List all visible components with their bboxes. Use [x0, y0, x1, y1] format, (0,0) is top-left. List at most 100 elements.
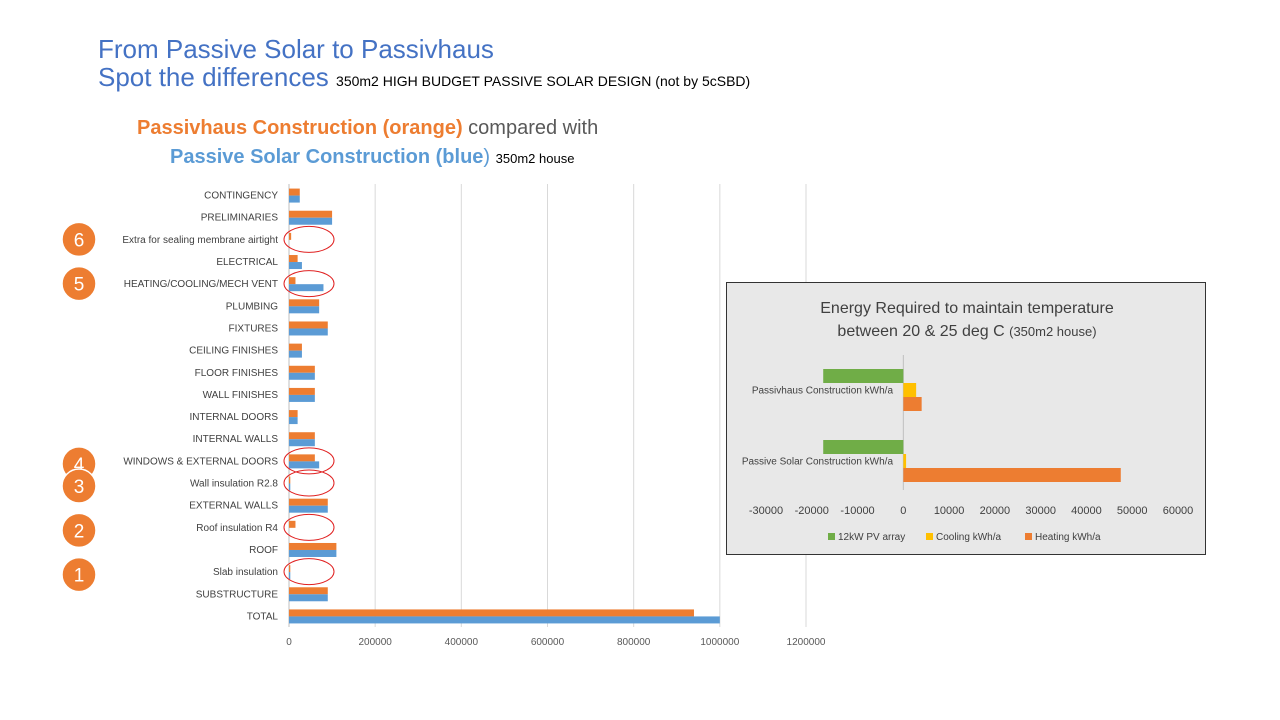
- category-label-total: TOTAL: [247, 611, 279, 622]
- energy-x-tick-label: -10000: [840, 505, 874, 517]
- page-title-line2: Spot the differences 350m2 HIGH BUDGET P…: [98, 62, 750, 96]
- energy-category-label-passivhaus-construction-kwh-a: Passivhaus Construction kWh/a: [752, 386, 894, 397]
- passivhaus-bar-fixtures: [289, 321, 328, 329]
- marker-number: 6: [74, 230, 85, 251]
- marker-number: 4: [74, 455, 85, 476]
- category-label-electrical: ELECTRICAL: [216, 257, 278, 268]
- passivhaus-bar-electrical: [289, 255, 298, 263]
- passivhaus-bar-floor-finishes: [289, 365, 315, 373]
- passivhaus-bar-slab-insulation: [289, 565, 291, 573]
- energy-comparison-chart: Energy Required to maintain temperature b…: [742, 300, 1194, 543]
- passive-solar-bar-preliminaries: [289, 217, 333, 225]
- passivhaus-bar-contingency: [289, 188, 300, 196]
- page-title: From Passive Solar to Passivhaus: [98, 34, 494, 64]
- energy-bar-12kw-pv-array-1: [823, 440, 904, 454]
- category-label-preliminaries: PRELIMINARIES: [201, 213, 279, 224]
- passive-solar-bar-roof: [289, 549, 337, 557]
- passive-solar-bar-floor-finishes: [289, 372, 315, 380]
- category-label-contingency: CONTINGENCY: [204, 191, 278, 202]
- passive-solar-bar-internal-walls: [289, 439, 315, 447]
- passivhaus-bar-wall-insulation-r2-8: [289, 476, 291, 484]
- x-tick-label: 0: [286, 637, 292, 648]
- x-tick-label: 200000: [358, 637, 392, 648]
- closing-paren: ): [483, 146, 491, 168]
- category-label-roof: ROOF: [249, 545, 278, 556]
- passive-solar-bar-windows-external-doors: [289, 461, 320, 469]
- energy-x-tick-label: 10000: [934, 505, 965, 517]
- marker-badge: [61, 265, 97, 302]
- legend-label-12kw-pv-array: 12kW PV array: [838, 532, 905, 543]
- category-label-ceiling-finishes: CEILING FINISHES: [189, 346, 278, 357]
- passive-solar-bar-fixtures: [289, 328, 328, 336]
- category-label-wall-finishes: WALL FINISHES: [203, 390, 279, 401]
- energy-category-label-passive-solar-construction-kwh-a: Passive Solar Construction kWh/a: [742, 457, 894, 468]
- passive-solar-bar-contingency: [289, 195, 300, 203]
- passive-solar-bar-total: [289, 616, 720, 624]
- passive-solar-bar-wall-insulation-r2-8: [289, 483, 291, 491]
- passive-solar-label: Passive Solar Construction (blue: [170, 146, 484, 168]
- passive-solar-bar-external-walls: [289, 505, 328, 513]
- compared-with-text: compared with: [462, 117, 599, 139]
- marker-number: 2: [74, 521, 85, 542]
- highlight-ring: [283, 513, 335, 541]
- marker-number: 3: [74, 477, 85, 498]
- category-label-extra-for-sealing-membrane-airtight: Extra for sealing membrane airtight: [122, 235, 278, 246]
- category-label-internal-doors: INTERNAL DOORS: [189, 412, 278, 423]
- title-sub-note: 350m2 HIGH BUDGET PASSIVE SOLAR DESIGN (…: [336, 73, 751, 89]
- energy-chart-panel: Energy Required to maintain temperature b…: [726, 282, 1206, 555]
- legend-swatch-cooling-kwh-a: [926, 533, 933, 540]
- legend-label-cooling-kwh-a: Cooling kWh/a: [936, 532, 1001, 543]
- passivhaus-bar-windows-external-doors: [289, 454, 315, 462]
- category-label-wall-insulation-r2-8: Wall insulation R2.8: [190, 479, 278, 490]
- x-tick-label: 1000000: [700, 637, 739, 648]
- category-label-heating-cooling-mech-vent: HEATING/COOLING/MECH VENT: [124, 279, 278, 290]
- title-line2-text: Spot the differences: [98, 62, 329, 92]
- passive-solar-bar-heating-cooling-mech-vent: [289, 284, 324, 292]
- energy-x-tick-label: 30000: [1025, 505, 1056, 517]
- marker-number: 1: [74, 566, 85, 587]
- passivhaus-bar-roof-insulation-r4: [289, 520, 296, 528]
- highlight-ring: [283, 447, 335, 475]
- passivhaus-bar-internal-walls: [289, 432, 315, 440]
- energy-bar-12kw-pv-array-0: [823, 369, 904, 383]
- legend-swatch-12kw-pv-array: [828, 533, 835, 540]
- passivhaus-bar-preliminaries: [289, 210, 333, 218]
- energy-x-tick-label: -20000: [795, 505, 829, 517]
- energy-bar-cooling-kwh-a-1: [903, 454, 907, 468]
- energy-x-tick-label: 60000: [1163, 505, 1194, 517]
- passive-solar-bar-slab-insulation: [289, 572, 291, 580]
- passivhaus-bar-internal-doors: [289, 410, 298, 418]
- category-label-slab-insulation: Slab insulation: [213, 567, 278, 578]
- passive-solar-bar-electrical: [289, 262, 302, 270]
- energy-bar-cooling-kwh-a-0: [903, 383, 917, 397]
- marker-number: 5: [74, 275, 85, 296]
- passivhaus-bar-substructure: [289, 587, 328, 595]
- x-tick-label: 800000: [617, 637, 651, 648]
- passivhaus-bar-roof: [289, 542, 337, 550]
- highlight-ring: [283, 225, 335, 253]
- passivhaus-bar-total: [289, 609, 694, 617]
- passive-solar-bar-plumbing: [289, 306, 320, 314]
- x-tick-label: 400000: [445, 637, 479, 648]
- category-label-windows-external-doors: WINDOWS & EXTERNAL DOORS: [123, 456, 278, 467]
- x-tick-label: 1200000: [787, 637, 826, 648]
- marker-badge: [61, 468, 97, 504]
- passive-solar-bar-internal-doors: [289, 417, 298, 425]
- legend-label-heating-kwh-a: Heating kWh/a: [1035, 532, 1101, 543]
- highlight-ring: [283, 558, 335, 586]
- energy-x-tick-label: 20000: [980, 505, 1011, 517]
- marker-badge: [61, 556, 97, 593]
- legend-swatch-heating-kwh-a: [1025, 533, 1032, 540]
- comparison-heading: Passivhaus Construction (orange) compare…: [137, 115, 598, 141]
- highlight-ring: [283, 270, 335, 298]
- comparison-heading-line2: Passive Solar Construction (blue) 350m2 …: [170, 144, 574, 172]
- passive-solar-bar-wall-finishes: [289, 394, 315, 402]
- energy-x-tick-label: -30000: [749, 505, 783, 517]
- energy-chart-title-note: (350m2 house): [1009, 324, 1096, 339]
- category-label-substructure: SUBSTRUCTURE: [196, 589, 279, 600]
- category-label-roof-insulation-r4: Roof insulation R4: [196, 523, 278, 534]
- energy-chart-title: Energy Required to maintain temperature: [820, 300, 1114, 317]
- passivhaus-bar-external-walls: [289, 498, 328, 506]
- passivhaus-bar-extra-for-sealing-membrane-airtight: [289, 232, 292, 240]
